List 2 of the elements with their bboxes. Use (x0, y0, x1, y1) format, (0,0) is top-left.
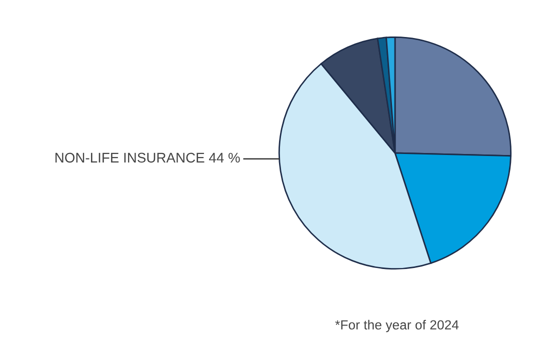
text: *For the year of 2024 (335, 320, 459, 332)
slice-label: NON-LIFE INSURANCE 44 % (56, 152, 240, 163)
